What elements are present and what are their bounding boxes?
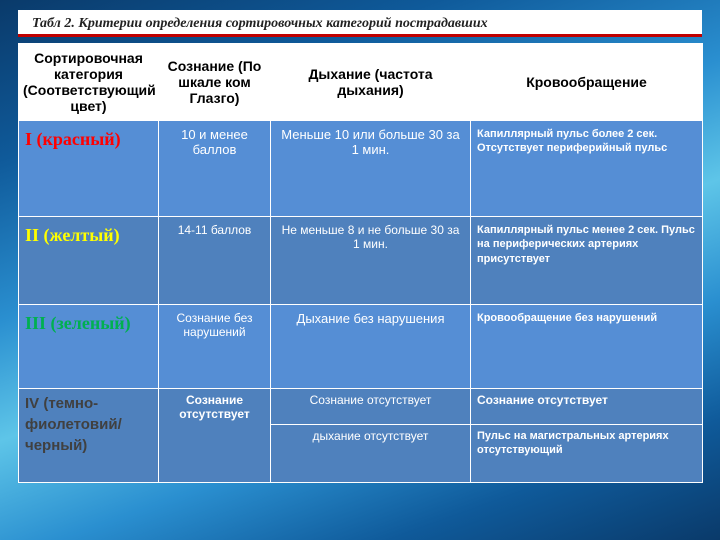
col-breathing: Дыхание (частота дыхания) [271,44,471,121]
r4-circ-a: Сознание отсутствует [471,389,703,425]
table-caption: Табл 2. Критерии определения сортировочн… [18,10,702,37]
r1-breath: Меньше 10 или больше 30 за 1 мин. [271,121,471,217]
table-row: III (зеленый) Сознание без нарушений Дых… [19,305,703,389]
r1-circ: Капиллярный пульс более 2 сек. Отсутству… [471,121,703,217]
table-row: II (желтый) 14-11 баллов Не меньше 8 и н… [19,217,703,305]
r2-circ: Капиллярный пульс менее 2 сек. Пульс на … [471,217,703,305]
cat-1: I (красный) [19,121,159,217]
r2-breath: Не меньше 8 и не больше 30 за 1 мин. [271,217,471,305]
caption-text: Табл 2. Критерии определения сортировочн… [32,16,488,31]
table-row: IV (темно-фиолетовий/черный) Сознание от… [19,389,703,425]
r2-consc: 14-11 баллов [159,217,271,305]
col-circulation: Кровообращение [471,44,703,121]
r4-circ-b: Пульс на магистральных артериях отсутств… [471,425,703,483]
col-consciousness: Сознание (По шкале ком Глазго) [159,44,271,121]
cat-4: IV (темно-фиолетовий/черный) [19,389,159,483]
r3-breath: Дыхание без нарушения [271,305,471,389]
col-category: Сортировочная категория (Соответствующий… [19,44,159,121]
table-row: I (красный) 10 и менее баллов Меньше 10 … [19,121,703,217]
cat-3: III (зеленый) [19,305,159,389]
r4-consc: Сознание отсутствует [159,389,271,483]
r3-circ: Кровообращение без нарушений [471,305,703,389]
r3-consc: Сознание без нарушений [159,305,271,389]
header-row: Сортировочная категория (Соответствующий… [19,44,703,121]
r4-breath-a: Сознание отсутствует [271,389,471,425]
r1-consc: 10 и менее баллов [159,121,271,217]
r4-breath-b: дыхание отсутствует [271,425,471,483]
cat-2: II (желтый) [19,217,159,305]
triage-table: Сортировочная категория (Соответствующий… [18,43,703,483]
